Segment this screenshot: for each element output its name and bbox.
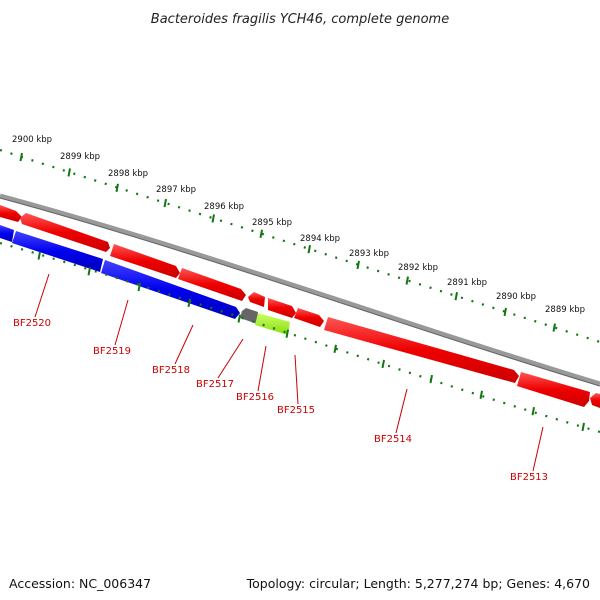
kbp-label: 2897 kbp [156, 185, 196, 195]
gene-blue-bf2520[interactable] [12, 231, 103, 272]
gene-red-1[interactable] [0, 205, 22, 222]
kbp-tick [211, 214, 215, 223]
accession-text: Accession: NC_006347 [9, 576, 152, 591]
scale-ticks-inner [37, 251, 585, 432]
gene-gray-bf2517[interactable] [240, 308, 258, 324]
gene-leader-line [395, 388, 408, 434]
gene-red-bf2514[interactable] [324, 317, 519, 383]
gene-leader-line [174, 324, 194, 365]
kbp-tick [19, 152, 23, 162]
kbp-tick [356, 260, 360, 270]
reverse-genes [0, 225, 240, 319]
scale-tick [479, 390, 483, 400]
gene-label-bf2515[interactable]: BF2515 [277, 405, 315, 416]
gene-leader-line [257, 345, 267, 392]
gene-label-bf2519[interactable]: BF2519 [93, 346, 131, 357]
kbp-tick [163, 198, 167, 208]
gene-leader-line [34, 273, 50, 318]
gene-red-5[interactable] [248, 292, 265, 307]
scale-tick [237, 314, 241, 323]
kbp-tick [259, 229, 263, 239]
gene-red-4[interactable] [178, 268, 246, 301]
gene-red-tail[interactable] [590, 393, 600, 408]
scale-tick [531, 407, 535, 416]
scale-line-inner [0, 241, 600, 434]
scale-tick [581, 422, 585, 432]
kbp-label: 2900 kbp [12, 135, 52, 145]
kbp-tick [115, 183, 119, 192]
gene-label-bf2518[interactable]: BF2518 [152, 365, 190, 376]
gene-leader-line [217, 338, 244, 379]
gene-leader-line [294, 354, 299, 405]
kbp-tick [405, 276, 409, 285]
gene-leader-line [532, 426, 544, 472]
kbp-label: 2889 kbp [545, 305, 585, 315]
kbp-label: 2893 kbp [349, 249, 389, 259]
gene-red-2[interactable] [20, 213, 110, 252]
gene-label-bf2513[interactable]: BF2513 [510, 472, 548, 483]
genome-backbone [0, 193, 600, 387]
scale-tick [37, 251, 41, 260]
gene-blue-1[interactable] [0, 225, 14, 242]
kbp-label: 2898 kbp [108, 169, 148, 179]
forward-genes [0, 205, 600, 408]
gene-label-bf2517[interactable]: BF2517 [196, 379, 234, 390]
kbp-tick [454, 292, 458, 301]
gene-red-bf2515[interactable] [294, 308, 324, 327]
gene-leaders [34, 273, 544, 472]
gene-label-bf2520[interactable]: BF2520 [13, 318, 51, 329]
kbp-label: 2896 kbp [204, 202, 244, 212]
kbp-label: 2890 kbp [496, 292, 536, 302]
kbp-tick [552, 323, 556, 332]
gene-red-6[interactable] [268, 298, 296, 318]
scale-tick [285, 329, 289, 338]
gene-red-bf2513[interactable] [517, 372, 590, 407]
scale-ticks-outer [19, 152, 556, 332]
kbp-labels: 2900 kbp 2899 kbp 2898 kbp 2897 kbp 2896 kbp… [12, 135, 585, 315]
kbp-tick [307, 245, 311, 254]
kbp-tick [67, 168, 71, 177]
gene-label-bf2514[interactable]: BF2514 [374, 434, 412, 445]
kbp-label: 2891 kbp [447, 278, 487, 288]
scale-tick [333, 344, 337, 354]
scale-tick [381, 359, 385, 369]
scale-tick [87, 267, 91, 276]
gene-green-bf2516[interactable] [255, 313, 290, 335]
scale-tick [429, 374, 433, 384]
genome-summary-text: Topology: circular; Length: 5,277,274 bp… [246, 576, 590, 591]
gene-red-3[interactable] [110, 244, 180, 278]
gene-label-bf2516[interactable]: BF2516 [236, 392, 274, 403]
gene-blue-bf2519[interactable] [101, 260, 240, 319]
kbp-label: 2895 kbp [252, 218, 292, 228]
kbp-label: 2894 kbp [300, 234, 340, 244]
scale-tick [137, 282, 141, 292]
gene-leader-line [114, 299, 129, 346]
kbp-tick [503, 307, 507, 317]
kbp-label: 2899 kbp [60, 152, 100, 162]
map-title: Bacteroides fragilis YCH46, complete gen… [151, 12, 449, 27]
kbp-label: 2892 kbp [398, 263, 438, 273]
scale-tick [187, 298, 191, 308]
